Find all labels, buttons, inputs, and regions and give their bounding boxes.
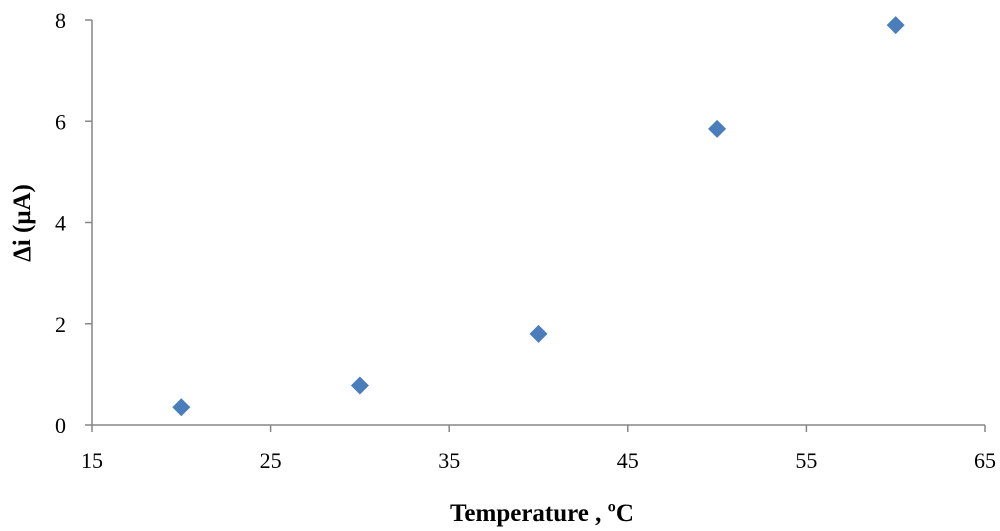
data-point: [708, 119, 727, 138]
x-tick-label: 45: [617, 448, 639, 473]
x-tick-label: 65: [974, 448, 996, 473]
data-point: [350, 376, 369, 395]
y-axis-title: Δi (μA): [9, 184, 36, 262]
data-point: [886, 16, 905, 35]
y-tick-label: 8: [55, 8, 66, 33]
x-axis-title: Temperature , ºC: [450, 500, 634, 527]
y-ticks: 0 2 4 6 8: [55, 8, 92, 438]
x-tick-label: 55: [795, 448, 817, 473]
y-tick-label: 0: [55, 413, 66, 438]
axes: [91, 20, 985, 426]
y-tick-label: 6: [55, 109, 66, 134]
x-ticks: 15 25 35 45 55 65: [81, 425, 996, 473]
data-point: [529, 324, 548, 343]
data-point: [172, 398, 191, 417]
x-tick-label: 25: [260, 448, 282, 473]
y-tick-label: 2: [55, 312, 66, 337]
y-tick-label: 4: [55, 211, 66, 236]
x-tick-label: 35: [438, 448, 460, 473]
data-points: [172, 16, 905, 417]
x-tick-label: 15: [81, 448, 103, 473]
